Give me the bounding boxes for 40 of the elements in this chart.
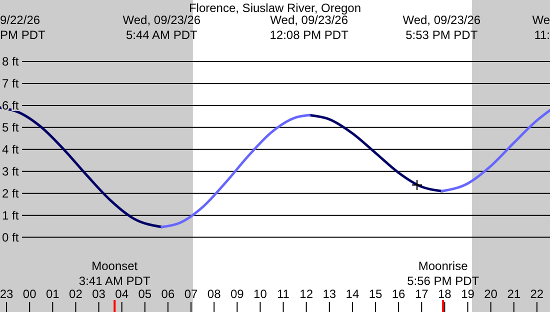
x-tick-label: 01 [46,287,60,301]
y-tick-label: 8 ft [2,54,20,69]
chart-title: Florence, Siuslaw River, Oregon [188,1,362,15]
annotation: Wed, 09/23/26 5:53 PM PDT [402,13,481,42]
x-tick-label: 16 [392,287,406,301]
annotation: Wed, 09/23/26 5:44 AM PDT [122,13,201,42]
annotation: Wed, 09/23/26 12:08 PM PDT [270,13,350,42]
x-tick-label: 04 [115,287,129,301]
y-tick-label: 7 ft [2,76,20,90]
x-tick-label: 14 [346,287,360,301]
x-tick-label: 00 [22,287,37,301]
x-tick-label: 08 [207,287,222,301]
x-tick-label: 23 [0,287,14,301]
y-tick-label: 3 ft [2,164,20,178]
annotation: Moonset 3:41 AM PDT [78,259,151,288]
y-tick-label: 0 ft [2,230,20,244]
x-tick-label: 21 [507,287,521,301]
x-tick-label: 09 [230,287,244,301]
x-tick-label: 20 [484,287,498,301]
x-tick-label: 17 [414,287,429,301]
x-tick-label: 07 [184,287,198,301]
y-tick-label: 2 ft [2,186,20,200]
y-tick-label: 1 ft [2,208,20,222]
annotation: Moonrise 5:56 PM PDT [407,259,480,288]
x-tick-label: 10 [254,287,268,301]
x-tick-label: 13 [322,287,336,301]
annotation: We 11: [532,13,550,42]
x-tick-label: 06 [161,287,175,301]
x-tick-label: 12 [300,287,314,301]
x-tick-label: 03 [92,287,106,301]
x-tick-label: 02 [69,287,83,301]
x-tick-label: 18 [438,287,452,301]
y-tick-label: 5 ft [2,120,20,134]
x-tick-label: 15 [368,287,382,301]
annotation: 9/22/26 PM PDT [0,13,46,42]
x-tick-label: 11 [277,287,290,301]
x-tick-label: 05 [138,287,152,301]
x-tick-label: 22 [530,287,544,301]
y-tick-label: 4 ft [2,142,20,156]
x-tick-label: 19 [461,287,475,301]
